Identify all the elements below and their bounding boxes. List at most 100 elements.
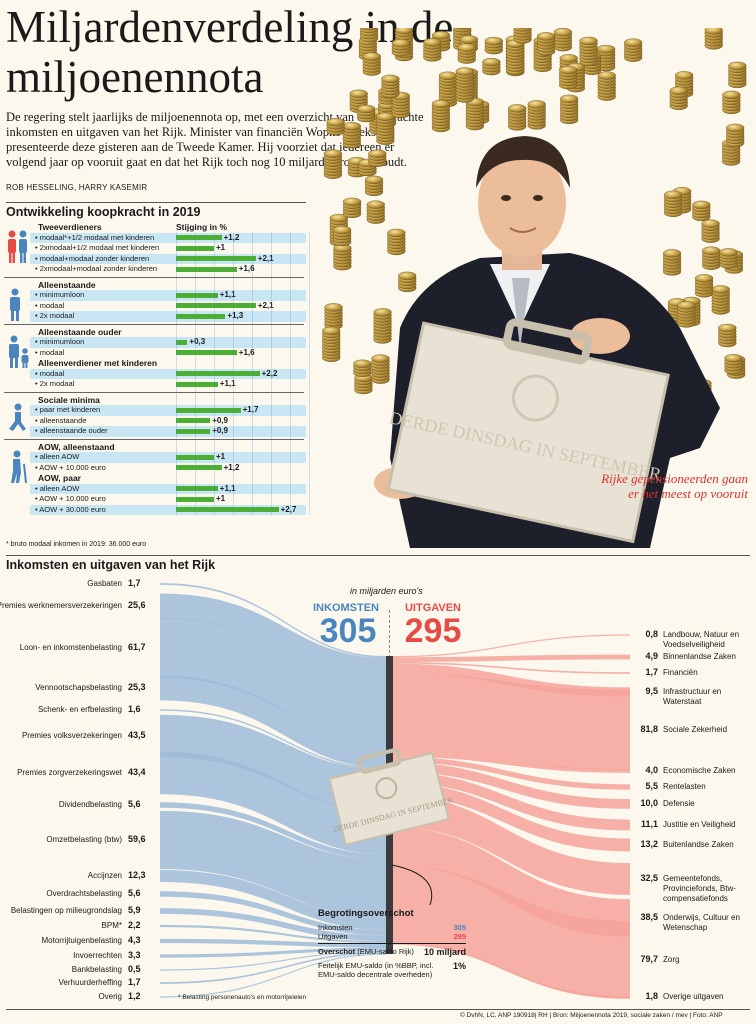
expense-flows [393, 634, 630, 999]
gridline [233, 232, 234, 515]
coin [373, 308, 392, 317]
koopkracht-group-title: Sociale minima [38, 394, 100, 405]
coin [431, 31, 451, 40]
summary-feitelijk-label: Feitelijk EMU-saldo (in %BBP, incl. EMU-… [318, 961, 434, 979]
income-label: Vennootschapsbelasting [35, 683, 122, 692]
koopkracht-row: • modaal+modaal zonder kinderen +2,1 [30, 253, 306, 264]
expense-value: 4,9 [645, 651, 658, 661]
parent-child-icon [6, 335, 30, 374]
koopkracht-bar [176, 371, 260, 376]
coin [391, 39, 411, 48]
summary-inkomsten-label: Inkomsten [318, 923, 353, 932]
coin [559, 54, 578, 63]
gridline [309, 232, 310, 515]
coin [559, 94, 579, 104]
income-flow [160, 938, 386, 948]
income-label: Bankbelasting [71, 965, 122, 974]
koopkracht-group-title: AOW, alleenstaand [38, 441, 115, 452]
expense-flow [393, 634, 630, 658]
koopkracht-row-label: • AOW + 10.000 euro [35, 462, 106, 472]
income-label: Invoerrechten [73, 951, 122, 960]
expense-flow [393, 865, 630, 999]
coin [694, 274, 714, 283]
income-label: Overig [98, 992, 122, 1001]
koopkracht-row-label: • minimumloon [35, 337, 85, 346]
summary-heading: Begrotingsoverschot [318, 908, 414, 919]
koopkracht-bar-value: +1,6 [238, 347, 255, 357]
income-flow [160, 617, 386, 743]
coin [482, 57, 501, 67]
income-label: Premies volksverzekeringen [21, 731, 122, 740]
koopkracht-row-label: • modaal [35, 347, 65, 357]
koopkracht-bar [176, 256, 256, 261]
income-flow [160, 810, 386, 918]
coin [394, 28, 414, 35]
coin [423, 38, 442, 47]
income-label: Accijnzen [87, 871, 122, 880]
coin [353, 359, 372, 369]
coin [722, 90, 741, 100]
income-label: Verhuurderheffing [58, 978, 122, 987]
person-icon [6, 288, 24, 327]
koopkracht-bar-value: +1 [216, 494, 226, 503]
coin [349, 89, 368, 99]
photo-callout: Rijke gepensioneerden gaan er het meest … [601, 471, 748, 501]
koopkracht-bar [176, 428, 211, 434]
uitgaven-label: UITGAVEN [404, 602, 462, 614]
income-flow [160, 924, 386, 944]
income-value: 61,7 [128, 642, 146, 652]
income-label: Motorrijtuigenbelasting [41, 936, 123, 945]
inkomsten-label: INKOMSTEN [313, 602, 379, 614]
income-flow [160, 593, 386, 683]
income-flow [160, 891, 386, 936]
koopkracht-chart: Tweeverdieners • modaal*+1/2 modaal met k… [0, 222, 310, 552]
income-flows [160, 583, 386, 998]
coin [431, 99, 451, 109]
koopkracht-row-label: • modaal [35, 368, 65, 378]
income-value: 43,4 [128, 767, 146, 777]
coin [342, 197, 362, 207]
koopkracht-bar [176, 235, 222, 240]
authors: ROB HESSELING, HARRY KASEMIR [6, 183, 148, 192]
koopkracht-bar-value: +2,7 [280, 504, 297, 514]
income-flow [160, 675, 386, 768]
koopkracht-bar [176, 465, 222, 470]
expense-flow [393, 762, 630, 809]
expense-flow [393, 752, 630, 773]
coin [342, 122, 362, 131]
divider [4, 276, 304, 278]
gridline [214, 232, 215, 515]
coin [362, 52, 381, 61]
gridline [176, 232, 177, 515]
koopkracht-row: • modaal +1,6 [30, 348, 306, 359]
income-flow [160, 714, 386, 812]
koopkracht-row-label: • modaal+modaal zonder kinderen [35, 253, 150, 263]
income-value: 25,6 [128, 600, 146, 610]
summary-pointer [391, 864, 433, 906]
expense-label: Landbouw, Natuur en Voedselveiligheid [663, 630, 740, 649]
koopkracht-row-label: • alleenstaande ouder [35, 426, 108, 435]
coin [702, 246, 721, 255]
coin [579, 36, 598, 46]
koopkracht-bar-value: +1,7 [242, 405, 259, 414]
koopkracht-bar [176, 418, 211, 423]
divider [6, 1009, 750, 1010]
summary-overschot-sub: (EMU-saldo Rijk) [357, 947, 414, 956]
income-flow [160, 947, 386, 958]
expense-flow [393, 771, 630, 831]
expense-label: Overige uitgaven [663, 992, 724, 1001]
koopkracht-row: • AOW + 30.000 euro +2,7 [30, 504, 306, 515]
expense-value: 1,8 [645, 991, 658, 1001]
expense-value: 10,0 [640, 798, 658, 808]
koopkracht-row: • 2xmodaal+1/2 modaal met kinderen +1 [30, 243, 306, 254]
gridline [271, 232, 272, 515]
koopkracht-row-label: • minimumloon [35, 290, 85, 299]
koopkracht-bar [176, 454, 214, 460]
expense-flow [393, 782, 630, 852]
coin [329, 213, 349, 223]
koopkracht-row-label: • AOW + 30.000 euro [35, 504, 106, 514]
expense-label: Infrastructuur en Waterstaat [663, 687, 722, 706]
income-label: Schenk- en erfbelasting [37, 705, 122, 714]
expense-label: Rentelasten [663, 782, 706, 791]
rijk-heading: Inkomsten en uitgaven van het Rijk [6, 558, 216, 572]
